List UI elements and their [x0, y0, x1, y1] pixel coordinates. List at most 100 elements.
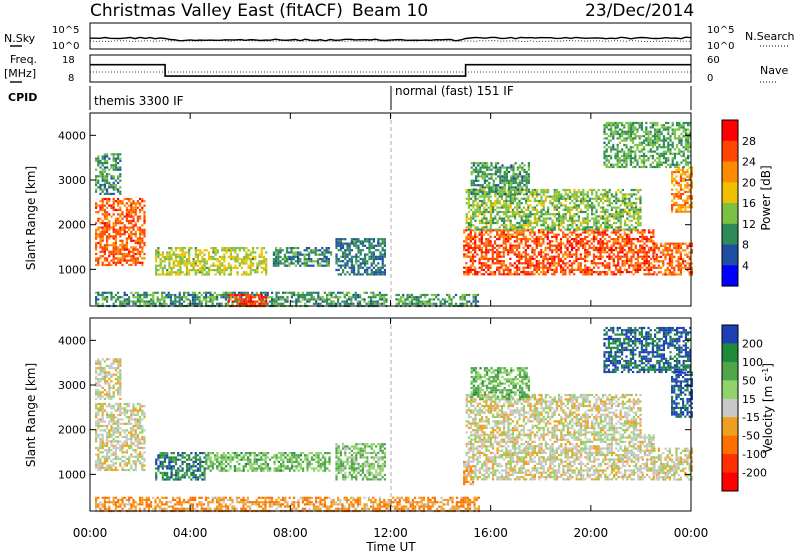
power-cell	[581, 273, 585, 276]
power-cell	[199, 253, 202, 256]
power-cell	[641, 229, 644, 232]
power-cell	[130, 246, 133, 249]
power-cell	[480, 233, 483, 236]
power-cell	[508, 181, 511, 185]
power-cell	[634, 244, 637, 247]
power-cell	[297, 298, 300, 301]
power-cell	[247, 264, 250, 267]
power-cell	[494, 195, 497, 198]
power-cell	[610, 249, 613, 252]
power-cell	[428, 302, 431, 305]
power-cell	[486, 164, 489, 167]
power-cell	[134, 233, 137, 236]
power-cell	[288, 262, 291, 265]
power-cell	[525, 177, 528, 180]
power-cell	[502, 235, 505, 238]
power-cell	[179, 264, 182, 267]
power-cell	[522, 221, 525, 225]
power-cell	[188, 247, 191, 250]
power-cell	[251, 293, 254, 297]
power-cell	[527, 181, 530, 185]
power-cell	[595, 228, 598, 231]
power-cell	[625, 251, 629, 254]
power-cell	[639, 268, 642, 271]
power-cell	[95, 168, 98, 171]
power-cell	[566, 210, 569, 214]
power-cell	[240, 273, 244, 276]
power-cell	[558, 202, 561, 205]
power-cell	[366, 266, 369, 269]
power-cell	[478, 246, 481, 249]
power-cell	[518, 244, 521, 247]
power-cell	[551, 204, 554, 207]
power-cell	[240, 296, 243, 299]
power-cell	[586, 206, 589, 209]
power-cell	[439, 300, 442, 303]
power-cell	[616, 165, 619, 169]
power-cell	[275, 247, 278, 250]
power-cell	[564, 188, 567, 192]
power-cell	[544, 197, 547, 200]
power-cell	[503, 221, 506, 225]
power-cell	[526, 244, 530, 247]
power-cell	[559, 257, 563, 260]
power-cell	[139, 211, 142, 214]
power-cell	[487, 240, 490, 243]
power-cell	[485, 262, 488, 265]
power-cell	[586, 213, 589, 216]
power-cell	[112, 222, 115, 225]
power-cell	[509, 238, 512, 241]
power-cell	[258, 302, 261, 305]
power-cell	[597, 271, 600, 274]
power-cell	[188, 249, 191, 252]
power-cell	[597, 226, 600, 229]
power-cell	[662, 244, 665, 247]
power-cell	[232, 247, 235, 250]
power-cell	[159, 258, 162, 261]
power-cell	[262, 298, 265, 301]
power-cell	[584, 271, 587, 274]
power-cell	[465, 242, 468, 245]
power-cell	[610, 165, 613, 169]
power-cell	[612, 271, 615, 274]
power-cell	[584, 266, 587, 269]
power-cell	[356, 296, 359, 299]
power-cell	[227, 296, 230, 299]
power-cell	[483, 213, 486, 216]
power-cell	[357, 246, 360, 250]
power-cell	[119, 206, 122, 209]
power-cell	[529, 264, 532, 267]
power-cell	[472, 195, 475, 198]
power-cell	[426, 300, 429, 303]
power-cell	[130, 250, 133, 253]
power-cell	[486, 186, 489, 189]
power-cell	[581, 257, 585, 260]
power-cell	[562, 266, 565, 269]
power-cell	[499, 179, 502, 182]
power-cell	[624, 197, 627, 200]
power-cell	[584, 251, 587, 254]
power-cell	[608, 224, 611, 227]
power-cell	[503, 184, 506, 187]
power-cell	[518, 273, 521, 276]
power-cell	[601, 240, 604, 243]
power-cell	[682, 179, 685, 182]
power-cell	[125, 217, 128, 220]
power-cell	[524, 255, 527, 258]
power-cell	[339, 260, 342, 263]
power-cell	[684, 210, 687, 213]
power-cell	[180, 296, 183, 299]
power-cell	[615, 199, 618, 203]
power-cell	[337, 249, 340, 252]
power-cell	[483, 188, 486, 192]
power-cell	[467, 206, 470, 209]
power-cell	[562, 215, 565, 218]
power-cell	[240, 293, 244, 297]
power-cell	[586, 251, 589, 254]
power-cell	[112, 177, 115, 180]
power-cell	[483, 221, 486, 225]
power-cell	[489, 217, 492, 220]
power-cell	[404, 298, 407, 301]
power-cell	[136, 226, 139, 229]
power-cell	[682, 210, 685, 213]
